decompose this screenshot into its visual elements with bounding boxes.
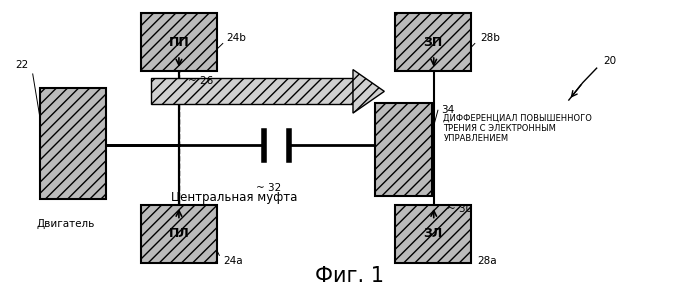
Bar [151, 78, 353, 104]
Text: ПП: ПП [168, 35, 189, 49]
Bar [40, 88, 106, 199]
Text: 20: 20 [604, 56, 617, 66]
Text: Двигатель: Двигатель [36, 219, 94, 229]
Bar [395, 13, 471, 71]
Text: ~ 26: ~ 26 [188, 76, 213, 86]
Text: ДИФФЕРЕНЦИАЛ ПОВЫШЕННОГО
ТРЕНИЯ С ЭЛЕКТРОННЫМ
УПРАВЛЕНИЕМ: ДИФФЕРЕНЦИАЛ ПОВЫШЕННОГО ТРЕНИЯ С ЭЛЕКТР… [443, 113, 592, 143]
Text: 28a: 28a [477, 256, 496, 266]
Text: 24a: 24a [223, 256, 243, 266]
Text: ЗП: ЗП [424, 35, 442, 49]
Bar [375, 103, 433, 196]
Bar [151, 78, 353, 104]
Bar [140, 13, 217, 71]
Bar [395, 13, 471, 71]
Text: 28b: 28b [480, 33, 500, 43]
Bar [140, 205, 217, 263]
Text: ЗЛ: ЗЛ [424, 227, 442, 240]
Text: ~ 32: ~ 32 [256, 183, 281, 193]
Bar [140, 205, 217, 263]
Text: Центральная муфта: Центральная муфта [171, 192, 298, 205]
Bar [40, 88, 106, 199]
Text: 34: 34 [441, 105, 454, 115]
Text: ПЛ: ПЛ [168, 227, 189, 240]
Text: Фиг. 1: Фиг. 1 [315, 266, 384, 286]
Bar [395, 205, 471, 263]
Text: ~ 30: ~ 30 [447, 204, 472, 214]
Bar [140, 13, 217, 71]
Text: 24b: 24b [226, 33, 246, 43]
Bar [395, 205, 471, 263]
Bar [375, 103, 433, 196]
Polygon shape [353, 70, 384, 113]
Text: 22: 22 [15, 60, 29, 70]
